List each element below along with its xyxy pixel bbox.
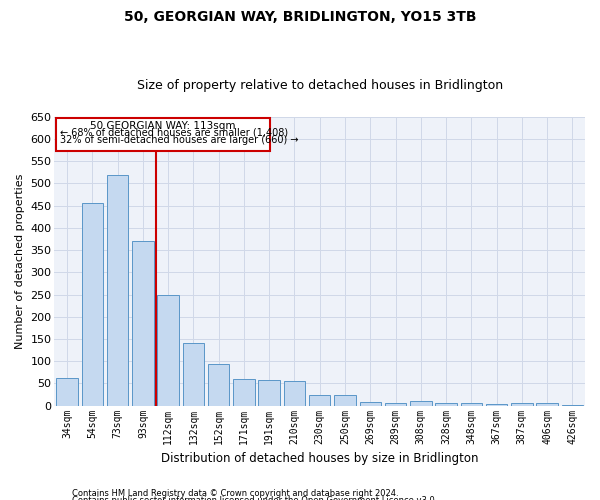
- Bar: [536, 404, 558, 406]
- Text: ← 68% of detached houses are smaller (1,408): ← 68% of detached houses are smaller (1,…: [59, 128, 287, 138]
- Bar: [56, 118, 271, 152]
- Bar: [436, 404, 457, 406]
- Text: Contains HM Land Registry data © Crown copyright and database right 2024.: Contains HM Land Registry data © Crown c…: [72, 488, 398, 498]
- Bar: [410, 401, 431, 406]
- Bar: [385, 404, 406, 406]
- Bar: [56, 378, 78, 406]
- Bar: [157, 296, 179, 406]
- Bar: [182, 344, 204, 406]
- Text: 32% of semi-detached houses are larger (660) →: 32% of semi-detached houses are larger (…: [59, 135, 298, 145]
- Bar: [233, 379, 254, 406]
- Title: Size of property relative to detached houses in Bridlington: Size of property relative to detached ho…: [137, 79, 503, 92]
- Text: 50, GEORGIAN WAY, BRIDLINGTON, YO15 3TB: 50, GEORGIAN WAY, BRIDLINGTON, YO15 3TB: [124, 10, 476, 24]
- Bar: [284, 381, 305, 406]
- Bar: [259, 380, 280, 406]
- Bar: [309, 394, 331, 406]
- Y-axis label: Number of detached properties: Number of detached properties: [15, 174, 25, 349]
- X-axis label: Distribution of detached houses by size in Bridlington: Distribution of detached houses by size …: [161, 452, 478, 465]
- Bar: [107, 174, 128, 406]
- Bar: [82, 203, 103, 406]
- Bar: [461, 403, 482, 406]
- Bar: [359, 402, 381, 406]
- Bar: [486, 404, 508, 406]
- Bar: [132, 241, 154, 406]
- Bar: [562, 405, 583, 406]
- Bar: [511, 404, 533, 406]
- Text: Contains public sector information licensed under the Open Government Licence v3: Contains public sector information licen…: [72, 496, 437, 500]
- Bar: [208, 364, 229, 406]
- Text: 50 GEORGIAN WAY: 113sqm: 50 GEORGIAN WAY: 113sqm: [91, 121, 236, 131]
- Bar: [334, 394, 356, 406]
